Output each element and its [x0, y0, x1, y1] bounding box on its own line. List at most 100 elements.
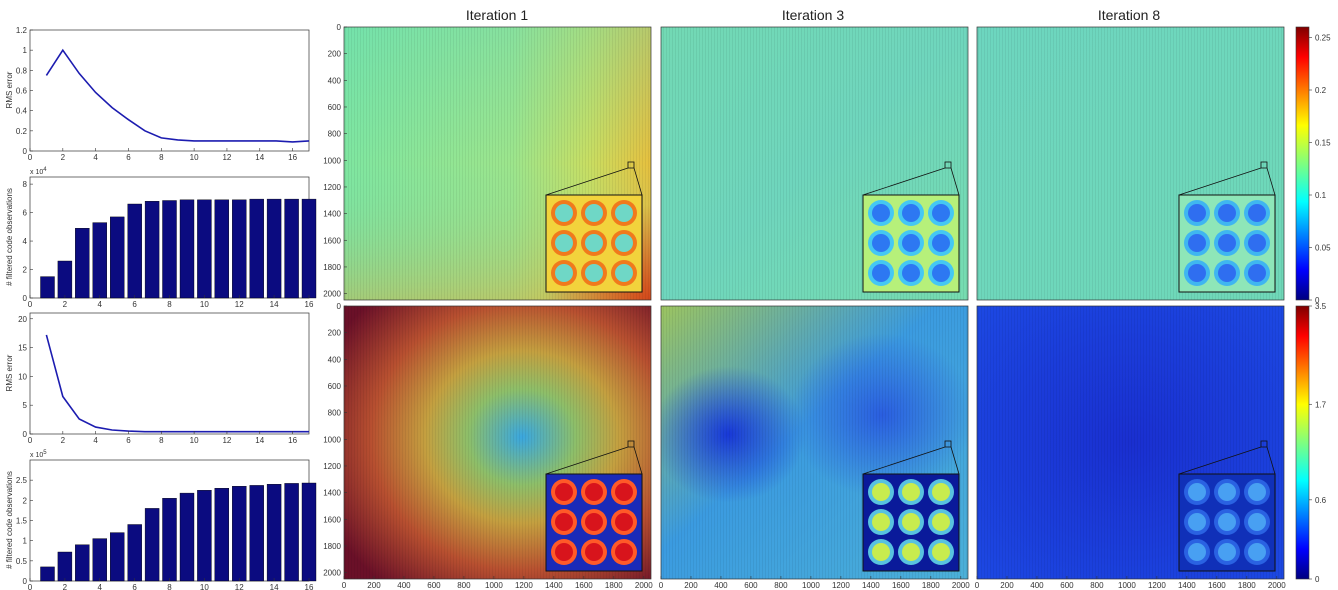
x-tick-label: 6: [126, 153, 131, 162]
colorbar-tick-label: 1.7: [1315, 400, 1327, 409]
zoom-inset: [862, 440, 960, 572]
y-tick-label: 5: [23, 401, 28, 410]
y-tick-label: 1: [23, 46, 28, 55]
x-tick-label: 16: [288, 436, 297, 445]
bottom-rms-series-line: [45, 334, 309, 433]
heatmap-x-tick-label: 2000: [1268, 581, 1286, 590]
colorbar-tick-label: 0.6: [1315, 496, 1327, 505]
x-tick-label: 14: [270, 583, 279, 590]
x-tick-label: 8: [167, 583, 172, 590]
colorbar-tick-label: 0.1: [1315, 191, 1327, 200]
y-tick-label: 2.5: [16, 476, 28, 485]
x-tick-label: 8: [167, 300, 172, 309]
y-tick-label: 0.8: [16, 66, 28, 75]
heatmap-y-tick-label: 800: [328, 409, 342, 418]
bar-1: [40, 566, 55, 582]
top-count-multiplier: x 104: [30, 167, 47, 176]
bottom-rms-axes: [29, 312, 310, 435]
heatmap-x-tick-label: 1400: [1178, 581, 1196, 590]
bottom-rms-chart: 0 2 4 6 8 10 12 14 16 0 5 10 15 20 RMS error: [5, 312, 310, 445]
bar-10: [197, 490, 212, 582]
x-tick-label: 12: [222, 436, 231, 445]
heatmap-x-tick-label: 200: [367, 581, 381, 590]
bar-5: [109, 216, 125, 299]
bar-7: [144, 508, 160, 582]
heatmap-x-tick-label: 400: [1030, 581, 1044, 590]
colorbar-tick-label: 0: [1315, 575, 1320, 584]
x-tick-label: 6: [132, 300, 137, 309]
heatmap-x-tick-label: 1200: [515, 581, 533, 590]
top-rms-ylabel: RMS error: [5, 71, 14, 108]
colorbar-tick-label: 0.05: [1315, 244, 1331, 253]
heatmap-x-tick-label: 1800: [1238, 581, 1256, 590]
x-tick-label: 14: [255, 153, 264, 162]
column-title-iteration-8: Iteration 8: [1098, 7, 1160, 23]
heatmap-x-tick-label: 600: [744, 581, 758, 590]
y-tick-label: 2: [23, 266, 28, 275]
bar-11: [214, 199, 230, 299]
heatmap-x-tick-label: 1400: [545, 581, 563, 590]
heatmap-x-tick-label: 1600: [892, 581, 910, 590]
bar-6: [127, 524, 142, 582]
y-tick-label: 0.5: [16, 557, 28, 566]
y-tick-label: 1.5: [16, 517, 28, 526]
heatmap-y-tick-label: 2000: [323, 569, 341, 578]
colorbar-top: 0 0.05 0.1 0.15 0.2 0.25: [1295, 26, 1331, 305]
heatmap-y-tick-label: 400: [328, 76, 342, 85]
x-tick-label: 12: [222, 153, 231, 162]
x-tick-label: 16: [288, 153, 297, 162]
bar-9: [179, 492, 195, 582]
x-tick-label: 0: [28, 436, 33, 445]
colorbar-tick-label: 3.5: [1315, 302, 1327, 311]
x-tick-label: 14: [270, 300, 279, 309]
heatmap-x-tick-label: 800: [457, 581, 471, 590]
bottom-count-chart: 0 2 4 6 8 10 12 14 16 0 0.5 1 1.5 2 2.5 x 105 # filter…: [5, 450, 317, 590]
heatmap-y-tick-label: 1600: [323, 515, 341, 524]
heatmap-x-tick-label: 1600: [1208, 581, 1226, 590]
heatmap-y-tick-label: 200: [328, 50, 342, 59]
heatmap-x-tick-label: 1000: [485, 581, 503, 590]
bar-1: [40, 276, 55, 299]
heatmap-x-tick-label: 400: [397, 581, 411, 590]
heatmap-y-tick-label: 1400: [323, 489, 341, 498]
heatmap-x-tick-label: 1200: [832, 581, 850, 590]
x-tick-label: 4: [98, 583, 103, 590]
heatmap-x-tick-label: 0: [975, 581, 980, 590]
x-tick-label: 4: [93, 153, 98, 162]
heatmap-x-tick-label: 800: [774, 581, 788, 590]
y-tick-label: 0: [23, 294, 28, 303]
bar-2: [57, 260, 73, 299]
x-tick-label: 12: [235, 583, 244, 590]
x-tick-label: 0: [28, 153, 33, 162]
bar-11: [214, 488, 230, 582]
bar-8: [162, 200, 177, 299]
bar-12: [232, 486, 247, 582]
bar-2: [57, 551, 73, 582]
top-count-chart: 0 2 4 6 8 10 12 14 16 0 2 4 6 8 x 104 # filtered code…: [5, 167, 317, 309]
y-tick-label: 2: [23, 496, 28, 505]
bar-14: [266, 198, 282, 299]
heatmap-x-tick-label: 200: [684, 581, 698, 590]
column-title-iteration-3: Iteration 3: [782, 7, 844, 23]
colorbar-tick-label: 0.2: [1315, 86, 1327, 95]
bar-4: [92, 222, 108, 299]
heatmap-y-tick-label: 1800: [323, 542, 341, 551]
heatmap-x-tick-label: 1200: [1148, 581, 1166, 590]
x-tick-label: 2: [63, 583, 68, 590]
bar-5: [109, 532, 125, 582]
heatmap-x-tick-label: 2000: [635, 581, 653, 590]
y-tick-label: 8: [23, 180, 28, 189]
heatmap-x-tick-label: 200: [1000, 581, 1014, 590]
heatmap-x-tick-label: 1600: [575, 581, 593, 590]
bar-16: [301, 198, 317, 299]
y-tick-label: 0: [23, 147, 28, 156]
bar-8: [162, 498, 177, 582]
bar-14: [266, 484, 282, 582]
y-tick-label: 0.4: [16, 107, 28, 116]
y-tick-label: 0.6: [16, 87, 28, 96]
colorbar-tick-label: 0.15: [1315, 139, 1331, 148]
heatmap-x-tick-label: 1000: [1118, 581, 1136, 590]
bar-4: [92, 538, 108, 582]
heatmap-y-tick-label: 1600: [323, 236, 341, 245]
